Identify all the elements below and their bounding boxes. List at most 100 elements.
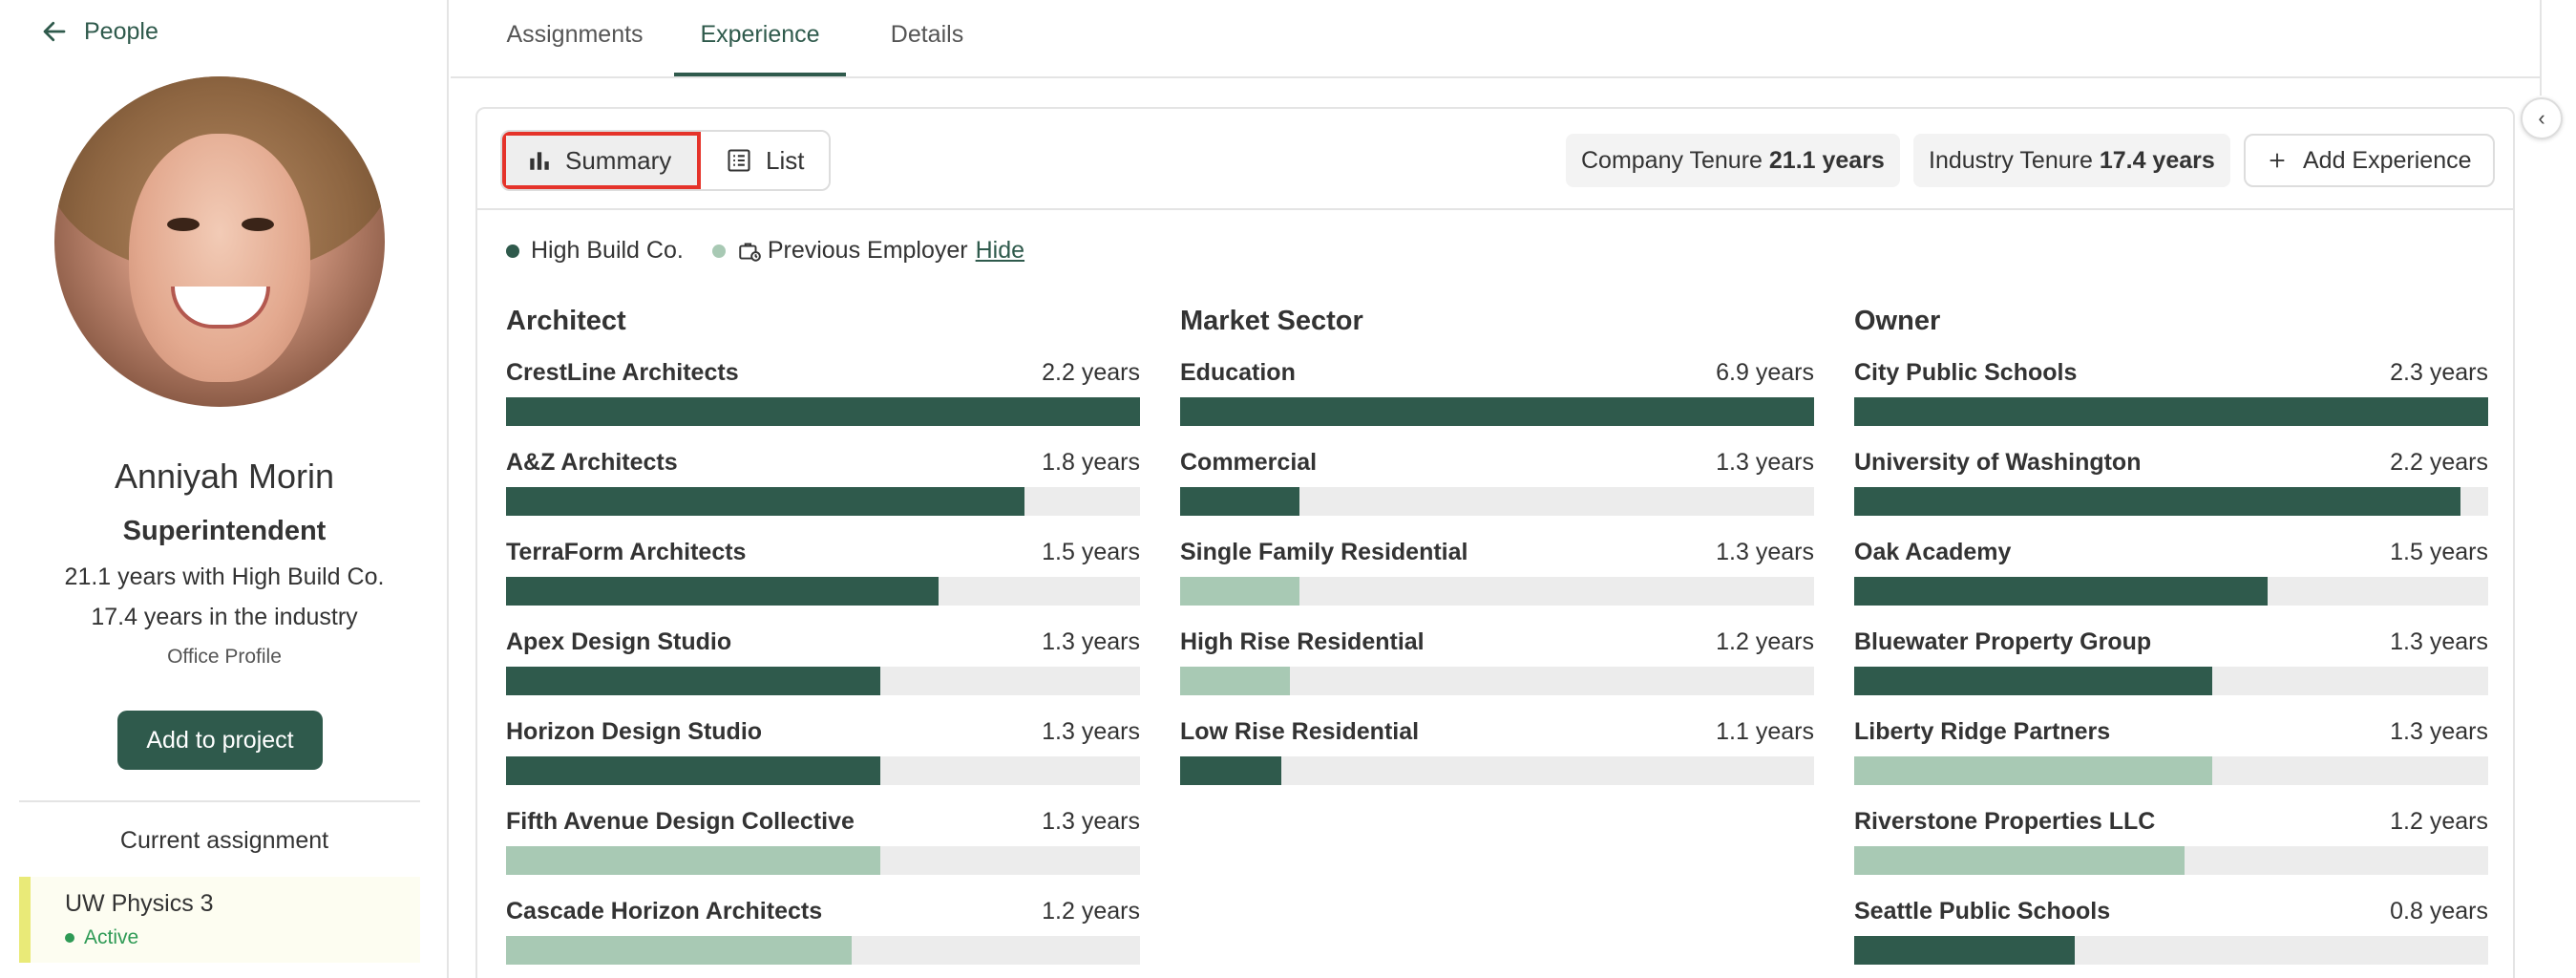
add-to-project-button[interactable]: Add to project [117, 711, 323, 770]
experience-row: A&Z Architects 1.8 years [506, 449, 1140, 539]
tab-bar: Assignments Experience Details [451, 0, 2542, 78]
experience-row-label: High Rise Residential [1180, 628, 1425, 655]
office-profile-label: Office Profile [167, 646, 282, 668]
experience-row-value: 1.8 years [1042, 449, 1140, 476]
experience-row-label: TerraForm Architects [506, 539, 747, 565]
experience-row: Single Family Residential 1.3 years [1180, 539, 1814, 628]
experience-bar [506, 667, 881, 695]
legend-item-previous: Previous Employer Hide [711, 237, 1025, 265]
legend-item-company: High Build Co. [506, 237, 684, 265]
experience-bar-track [1180, 397, 1814, 426]
experience-bar [1180, 756, 1281, 785]
summary-view-button[interactable]: Summary [502, 132, 701, 189]
experience-row: Apex Design Studio 1.3 years [506, 628, 1140, 718]
experience-row: City Public Schools 2.3 years [1854, 359, 2488, 449]
experience-bar [1854, 756, 2213, 785]
hide-previous-link[interactable]: Hide [975, 237, 1025, 264]
tab-experience[interactable]: Experience [674, 0, 846, 76]
bar-chart-icon [530, 152, 549, 170]
experience-bar [506, 487, 1025, 516]
experience-row: Fifth Avenue Design Collective 1.3 years [506, 808, 1140, 898]
back-to-people-link[interactable]: People [40, 17, 158, 46]
right-divider [2540, 0, 2542, 96]
experience-row: Commercial 1.3 years [1180, 449, 1814, 539]
profile-sidebar: People Anniyah Morin Superintendent 21.1… [0, 0, 449, 978]
plus-icon [2270, 153, 2285, 168]
experience-row-value: 2.2 years [2390, 449, 2488, 476]
experience-row: Low Rise Residential 1.1 years [1180, 718, 1814, 808]
experience-row: High Rise Residential 1.2 years [1180, 628, 1814, 718]
industry-tenure-label: Industry Tenure [1929, 147, 2093, 174]
tab-details[interactable]: Details [890, 21, 964, 48]
experience-row-value: 1.3 years [1716, 539, 1814, 565]
legend-dot-company [506, 244, 519, 258]
experience-bar [506, 756, 881, 785]
assignment-status: Active [65, 926, 138, 949]
experience-row: Cascade Horizon Architects 1.2 years [506, 898, 1140, 978]
assignment-name: UW Physics 3 [65, 890, 214, 917]
experience-bar-track [1854, 487, 2488, 516]
arrow-left-icon [43, 21, 66, 42]
experience-row-value: 1.5 years [1042, 539, 1140, 565]
experience-bar [1180, 397, 1814, 426]
experience-row: TerraForm Architects 1.5 years [506, 539, 1140, 628]
experience-bar [506, 846, 881, 875]
experience-row-label: A&Z Architects [506, 449, 678, 476]
experience-row-label: Horizon Design Studio [506, 718, 763, 745]
experience-panel: Summary List Company Tenure 21.1 years I… [475, 107, 2515, 978]
current-assignment-card[interactable]: UW Physics 3 Active [19, 877, 420, 963]
experience-bar-track [506, 577, 1140, 606]
company-years-text: 21.1 years with High Build Co. [64, 563, 385, 590]
experience-row-label: Commercial [1180, 449, 1318, 476]
experience-bar [1180, 577, 1300, 606]
experience-row-value: 1.3 years [1042, 718, 1140, 745]
experience-bar [1854, 846, 2185, 875]
sidebar-divider [19, 800, 420, 802]
experience-row-value: 6.9 years [1716, 359, 1814, 386]
list-view-button[interactable]: List [701, 132, 830, 189]
experience-column-owner: Owner City Public Schools 2.3 years Univers… [1854, 306, 2488, 978]
experience-row-value: 0.8 years [2390, 898, 2488, 925]
experience-row-value: 1.3 years [1716, 449, 1814, 476]
collapse-panel-button[interactable]: ‹ [2521, 97, 2563, 139]
experience-bar-track [1180, 667, 1814, 695]
experience-row: University of Washington 2.2 years [1854, 449, 2488, 539]
experience-bar-track [1854, 846, 2488, 875]
experience-column-market-sector: Market Sector Education 6.9 years Commercia… [1180, 306, 1814, 808]
experience-row-label: Liberty Ridge Partners [1854, 718, 2111, 745]
experience-bar-track [506, 487, 1140, 516]
experience-column-architect: Architect CrestLine Architects 2.2 years A&… [506, 306, 1140, 978]
legend-previous-label: Previous Employer [767, 237, 968, 264]
experience-bar [506, 397, 1140, 426]
view-toggle: Summary List [500, 130, 832, 191]
chevron-left-icon: ‹ [2538, 106, 2545, 130]
industry-tenure-value: 17.4 years [2099, 147, 2215, 174]
experience-row: Riverstone Properties LLC 1.2 years [1854, 808, 2488, 898]
column-title: Architect [506, 306, 626, 336]
tab-assignments[interactable]: Assignments [506, 21, 644, 48]
experience-bar-track [1180, 487, 1814, 516]
add-experience-label: Add Experience [2303, 146, 2472, 174]
experience-bar [1854, 487, 2461, 516]
company-tenure-label: Company Tenure [1581, 147, 1763, 174]
experience-row-value: 1.3 years [1042, 628, 1140, 655]
experience-bar-track [1854, 667, 2488, 695]
experience-bar-track [1854, 397, 2488, 426]
experience-row: Horizon Design Studio 1.3 years [506, 718, 1140, 808]
experience-bar [1180, 487, 1300, 516]
experience-row-label: Cascade Horizon Architects [506, 898, 823, 925]
experience-bar [1854, 667, 2213, 695]
experience-row-label: Bluewater Property Group [1854, 628, 2152, 655]
add-experience-button[interactable]: Add Experience [2244, 134, 2495, 187]
avatar [54, 76, 385, 407]
experience-row-value: 1.3 years [2390, 718, 2488, 745]
person-name: Anniyah Morin [114, 457, 335, 496]
experience-bar-track [1854, 577, 2488, 606]
experience-row-value: 1.1 years [1716, 718, 1814, 745]
experience-row-value: 1.2 years [1042, 898, 1140, 925]
company-tenure-value: 21.1 years [1768, 147, 1885, 174]
experience-row-value: 1.3 years [1042, 808, 1140, 835]
experience-row-label: City Public Schools [1854, 359, 2078, 386]
experience-row-label: Single Family Residential [1180, 539, 1468, 565]
experience-bar [1180, 667, 1291, 695]
